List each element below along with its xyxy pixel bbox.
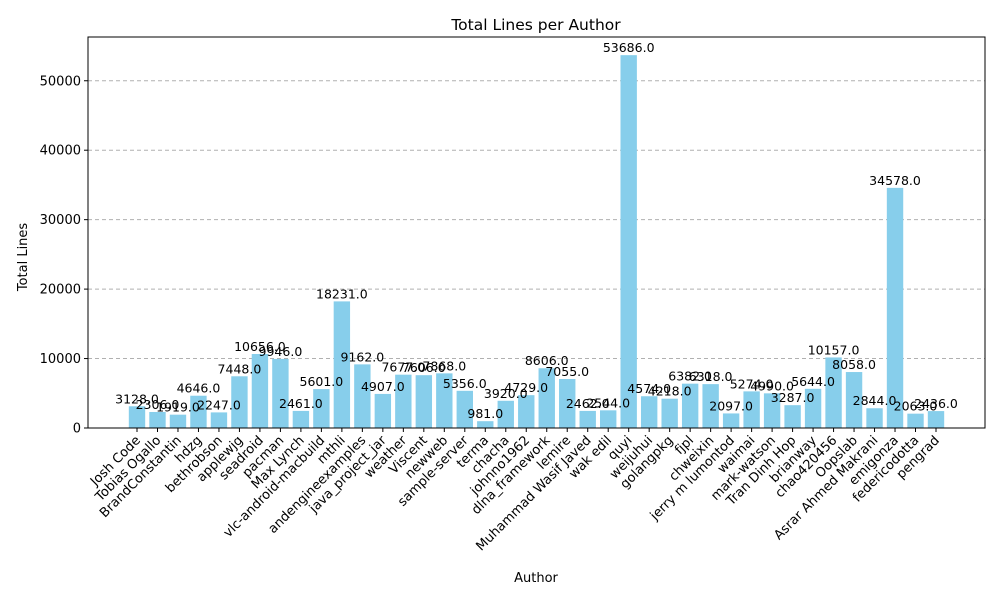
x-axis-label: Author [514,571,558,586]
bar-value-label: 53686.0 [603,40,655,55]
y-tick-label: 30000 [40,213,81,228]
bar [251,353,269,428]
bar-value-label: 9946.0 [259,344,303,359]
bar-value-label: 2462.0 [566,396,610,411]
bar [231,376,248,428]
bar [763,393,781,428]
bar [210,412,228,428]
bar [866,408,883,428]
bar-value-label: 7606.0 [402,360,446,375]
bar-value-label: 2306.0 [136,397,180,412]
bar [825,357,842,428]
bar [149,411,166,428]
bar [128,406,146,428]
bar-value-label: 4218.0 [648,384,692,399]
bar-value-label: 2063.0 [894,399,938,414]
bar [620,55,637,429]
bar [559,379,576,428]
bar [272,358,289,428]
bar [743,391,760,428]
plot-frame [87,36,986,429]
bar-value-label: 3287.0 [771,390,815,405]
bar-value-label: 18231.0 [316,286,368,301]
bar-value-label: 7868.0 [422,358,466,373]
bar [640,396,658,428]
bar-value-label: 8606.0 [525,353,569,368]
bar [538,368,555,428]
bar-value-label: 4646.0 [177,381,221,396]
bars [128,55,945,429]
bar [456,390,473,428]
bar [784,405,801,428]
bar-value-label: 7055.0 [545,364,589,379]
bar [169,414,187,428]
bar-value-label: 5644.0 [791,374,835,389]
bar-value-label: 4907.0 [361,379,405,394]
bar-value-label: 8058.0 [832,357,876,372]
bar-value-label: 10656.0 [234,339,286,354]
bar [845,372,863,428]
bar [374,393,392,428]
y-tick-label: 20000 [40,283,81,298]
bar-value-label: 7677.0 [381,360,425,375]
bar [313,389,330,428]
bar-value-label: 6382.0 [668,369,712,384]
bar-value-label: 981.0 [467,406,503,421]
bar [886,187,904,428]
bar [333,301,351,428]
bar-value-label: 3920.0 [484,386,528,401]
y-axis-label: Total Lines [16,223,31,293]
bar [579,410,596,428]
bar-value-label: 4574.0 [627,381,671,396]
bar-value-label: 2544.0 [586,395,630,410]
bar-value-label: 5356.0 [443,376,487,391]
bar [600,410,617,428]
bar [927,411,945,428]
bar [907,413,924,428]
bar [436,373,453,428]
bar [722,413,740,428]
bar-value-label: 4729.0 [504,380,548,395]
bar [518,395,535,428]
y-axis-ticks: 0 10000 20000 30000 40000 50000 [40,74,88,437]
y-tick-label: 0 [73,422,81,437]
bar-value-label: 6318.0 [689,369,733,384]
bar [395,374,412,428]
bar-value-label: 7448.0 [218,361,262,376]
bar-value-label: 4990.0 [750,378,794,393]
bar [190,395,207,428]
bar [661,398,678,428]
bar-value-label: 3128.0 [115,391,159,406]
bar-value-label: 34578.0 [869,173,921,188]
bar-value-label: 2461.0 [279,396,323,411]
bar [477,421,494,428]
bar-value-label: 5601.0 [300,374,344,389]
bar-value-label: 2844.0 [853,393,897,408]
bar [702,384,719,428]
bar-value-label: 2436.0 [914,396,958,411]
bar [354,364,371,428]
bar-value-label: 10157.0 [808,342,860,357]
y-tick-label: 10000 [40,352,81,367]
bar [497,400,514,428]
bar-value-label: 1919.0 [156,400,200,415]
bar [804,388,822,428]
chart-title: Total Lines per Author [450,16,621,34]
y-tick-label: 40000 [40,144,81,159]
bar-value-label: 2097.0 [709,398,753,413]
bar-value-label: 2247.0 [197,397,241,412]
bar [415,375,433,428]
bar-value-label: 5274.0 [730,376,774,391]
bar [292,410,310,428]
y-tick-label: 50000 [40,74,81,89]
bar [681,383,699,428]
bar-value-label: 9162.0 [340,349,384,364]
